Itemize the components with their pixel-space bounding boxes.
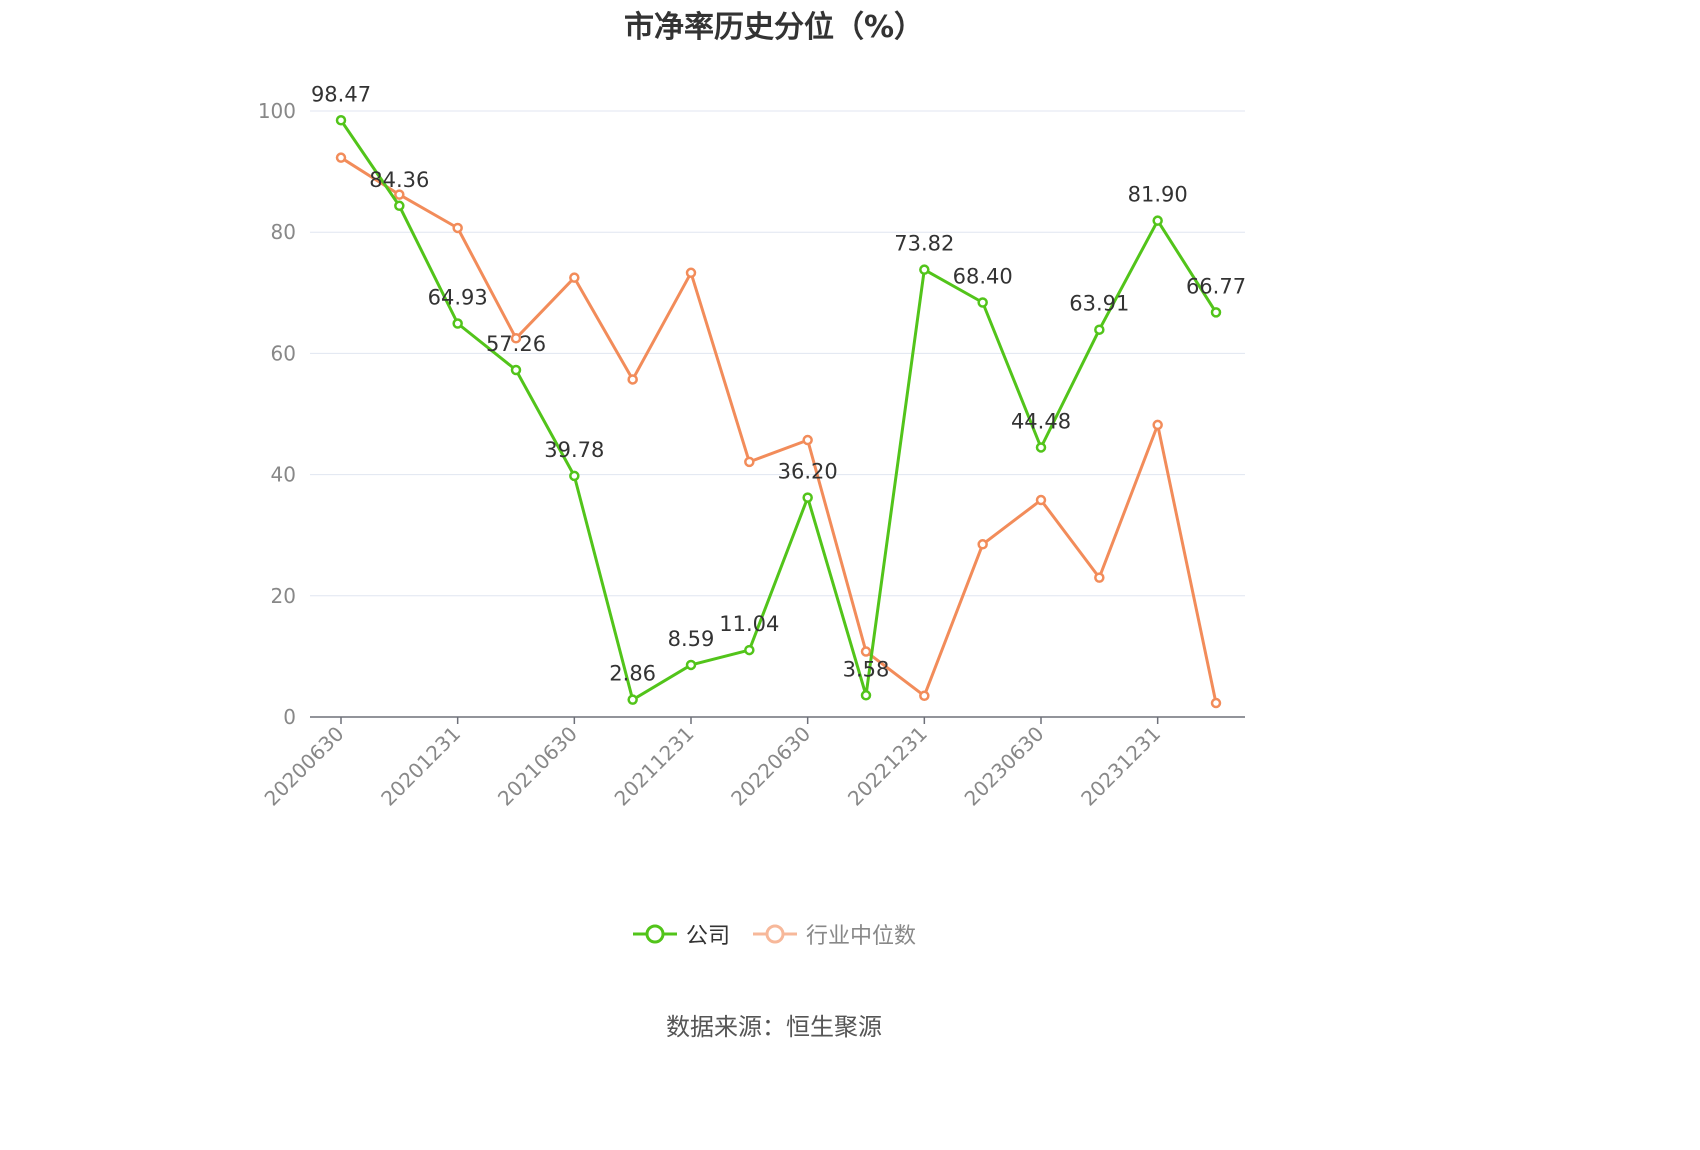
y-tick-label: 20 [271,584,296,608]
data-point-industry[interactable] [510,333,522,344]
data-label: 39.78 [544,438,604,462]
series-line-company [339,119,1218,702]
x-tick-label: 20201231 [376,722,465,811]
source-note: 数据来源：恒生聚源 [666,1013,882,1041]
legend-item-company[interactable]: 公司 [632,918,730,950]
x-tick-label: 20210630 [493,722,582,811]
chart-title: 市净率历史分位（%） [623,10,925,45]
data-label: 66.77 [1186,274,1246,298]
legend-company-marker-icon [632,924,677,944]
data-label: 8.59 [668,627,715,651]
data-label: 36.20 [778,460,838,484]
legend-industry-label: 行业中位数 [806,924,917,949]
data-point-industry[interactable] [802,434,813,446]
data-label: 11.04 [719,612,779,636]
data-label: 68.40 [953,264,1013,288]
data-point-company[interactable] [1094,324,1105,335]
data-point-industry[interactable] [394,189,405,200]
data-label: 73.82 [894,232,954,256]
data-point-industry[interactable] [919,690,930,702]
data-point-company[interactable] [1152,215,1163,226]
data-point-industry[interactable] [860,646,872,657]
data-point-industry[interactable] [977,539,988,550]
series-layer [335,115,1222,709]
data-point-company[interactable] [802,492,813,503]
series-line-industry [340,156,1218,704]
data-point-company[interactable] [394,200,405,212]
data-point-industry[interactable] [1152,419,1163,431]
data-point-company[interactable] [744,644,755,656]
x-tick-label: 20231231 [1076,722,1165,811]
data-point-company[interactable] [919,264,930,275]
legend-industry-marker-icon [753,924,797,944]
legend-company-label: 公司 [685,924,730,949]
data-label: 3.58 [843,657,890,681]
data-label: 44.48 [1011,409,1071,433]
x-tick-label: 20211231 [610,722,699,811]
axis-layer: 0 20 40 60 80 100 20200630 20201231 20210630 2021… [258,99,1245,811]
x-tick-label: 20200630 [260,722,349,811]
data-point-industry[interactable] [569,272,580,283]
data-point-company[interactable] [452,318,463,329]
data-point-industry[interactable] [627,374,638,385]
data-point-company[interactable] [335,115,347,126]
data-label: 81.90 [1128,183,1188,207]
data-point-company[interactable] [510,364,522,376]
data-point-industry[interactable] [685,267,697,279]
data-point-company[interactable] [860,690,872,701]
y-tick-label: 40 [271,463,296,487]
data-point-company[interactable] [569,470,580,482]
legend-item-industry[interactable]: 行业中位数 [752,918,916,950]
y-tick-label: 100 [258,99,296,123]
x-tick-label: 20220630 [726,722,815,811]
data-label: 98.47 [311,82,371,106]
data-label: 57.26 [486,332,546,356]
data-point-industry[interactable] [1094,572,1105,583]
grid-layer [310,110,1245,597]
line-chart: 0 20 40 60 80 100 20200630 20201231 20210630 2021… [258,82,1246,811]
data-point-industry[interactable] [335,152,347,163]
data-label: 64.93 [428,286,488,310]
data-point-industry[interactable] [1210,697,1222,709]
data-point-company[interactable] [1210,307,1222,318]
data-label: 84.36 [369,168,429,192]
legend: 公司 行业中位数 [0,918,1548,950]
data-point-industry[interactable] [452,222,463,234]
data-point-company[interactable] [627,694,638,705]
data-point-industry[interactable] [1035,494,1047,506]
data-point-company[interactable] [685,659,697,671]
x-tick-label: 20230630 [960,722,1049,811]
data-label: 2.86 [609,662,656,686]
data-label: 63.91 [1069,292,1129,316]
x-tick-label: 20221231 [843,722,932,811]
y-tick-label: 80 [271,220,296,244]
data-point-industry[interactable] [744,456,755,468]
data-point-company[interactable] [977,297,988,308]
data-point-company[interactable] [1035,442,1047,453]
y-tick-label: 60 [271,341,296,365]
y-tick-label: 0 [283,705,296,729]
